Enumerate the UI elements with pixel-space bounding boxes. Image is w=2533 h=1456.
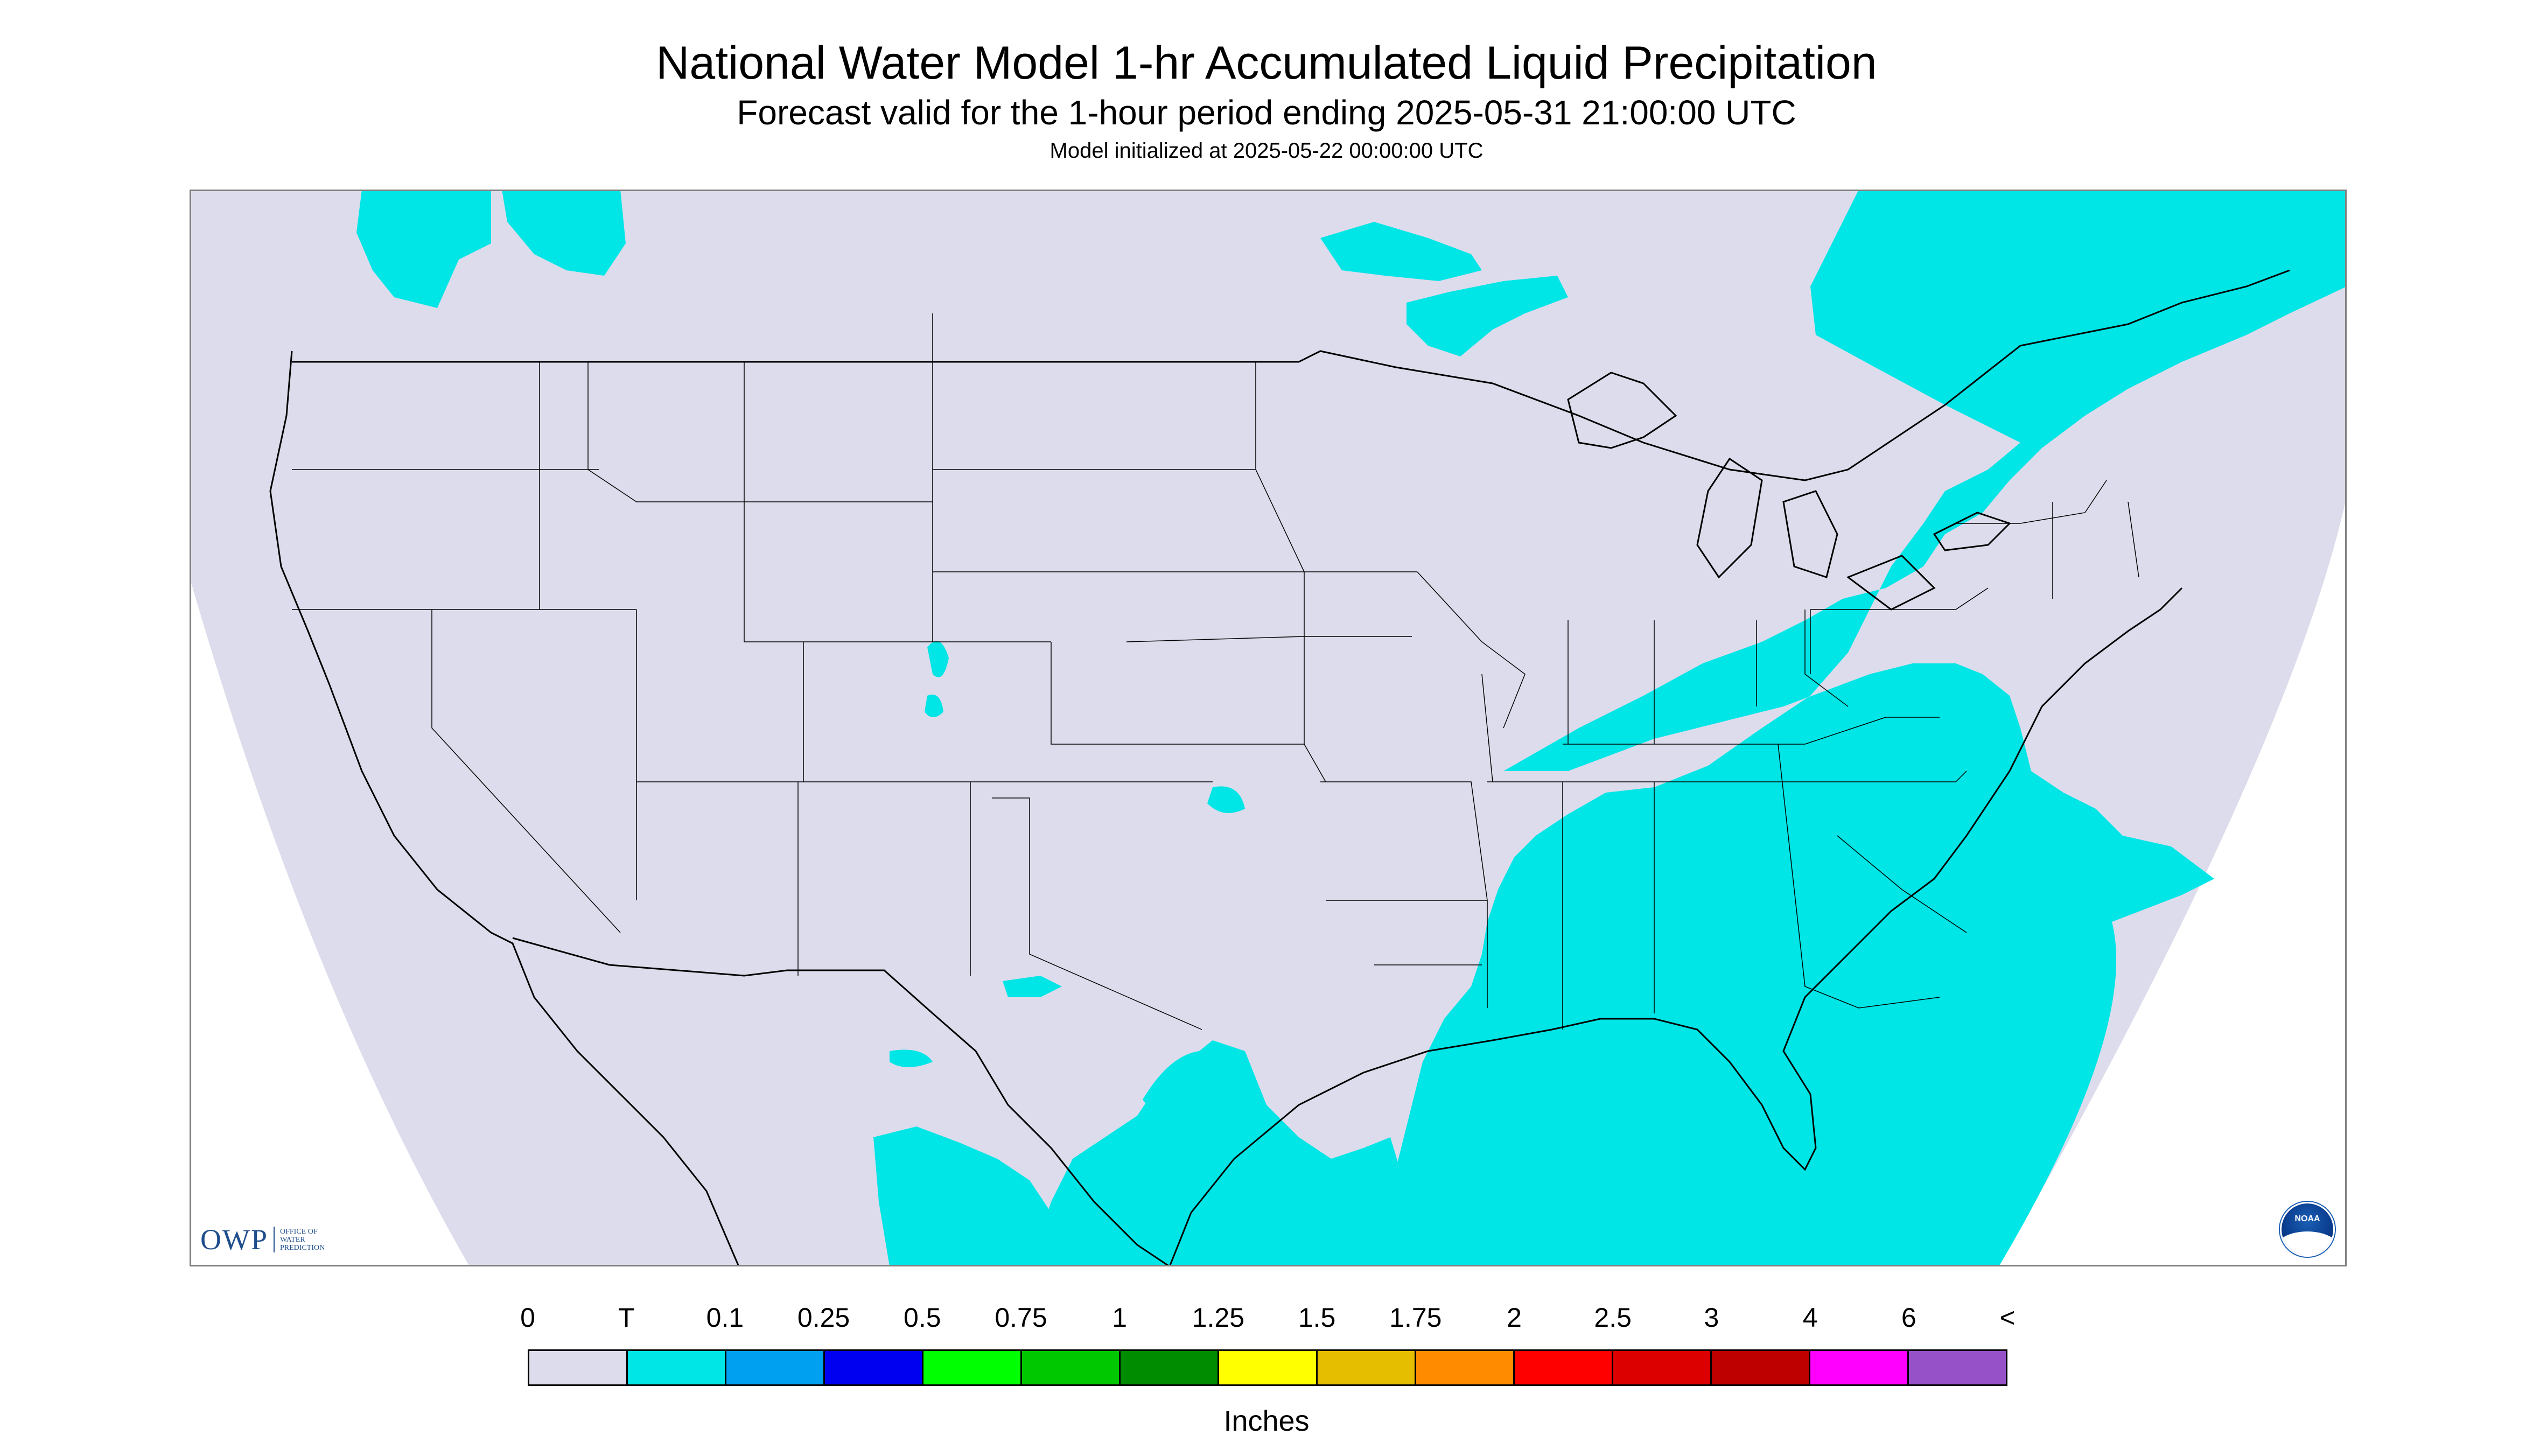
colorbar-tick-label: 0.5 <box>904 1303 941 1333</box>
colorbar-tick-label: 1.5 <box>1298 1303 1336 1333</box>
colorbar-tick-label: 2 <box>1507 1303 1522 1333</box>
colorbar-tick-label: 6 <box>1901 1303 1916 1333</box>
map-subtitle: Forecast valid for the 1-hour period end… <box>737 93 1796 132</box>
colorbar-swatch <box>1515 1351 1613 1384</box>
owp-logo-subtext: OFFICE OF WATER PREDICTION <box>280 1227 325 1252</box>
great-lakes-outline <box>1567 372 2011 611</box>
canada-us-border <box>292 269 2290 481</box>
noaa-logo-wave <box>2282 1231 2333 1255</box>
precip-colorado-1 <box>927 641 949 677</box>
colorbar-swatch <box>923 1351 1022 1384</box>
noaa-logo: NOAA <box>2280 1202 2335 1257</box>
colorbar-swatch <box>1121 1351 1219 1384</box>
borders <box>269 269 2290 1266</box>
us-mexico-border <box>512 937 1170 1266</box>
colorbar-tick-label: 0.25 <box>797 1303 850 1333</box>
precip-colorbar <box>528 1349 2007 1386</box>
precip-colorado-2 <box>925 695 943 717</box>
noaa-logo-text: NOAA <box>2294 1214 2320 1223</box>
precip-chihuahua <box>890 1049 933 1067</box>
colorbar-tick-label: 0.75 <box>995 1303 1047 1333</box>
owp-logo-text: OWP <box>200 1223 268 1256</box>
colorbar-swatch <box>1712 1351 1810 1384</box>
colorbar-swatch <box>1810 1351 1909 1384</box>
colorbar-swatch <box>1909 1351 2006 1384</box>
colorbar-swatch <box>1416 1351 1515 1384</box>
precip-canada-west <box>356 190 491 308</box>
west-coast <box>269 351 740 1266</box>
colorbar-tick-label: 1.75 <box>1389 1303 1442 1333</box>
colorbar-swatch <box>726 1351 825 1384</box>
colorbar-tick-label: 1 <box>1112 1303 1128 1333</box>
precip-canada-central-2 <box>1407 276 1568 356</box>
colorbar-tick-label: 3 <box>1704 1303 1719 1333</box>
colorbar-tick-label: 0 <box>520 1303 535 1333</box>
colorbar-tick-label: T <box>618 1303 635 1333</box>
precipitation-map: OWP OFFICE OF WATER PREDICTION NOAA <box>190 190 2347 1266</box>
owp-logo-divider <box>274 1227 275 1252</box>
colorbar-swatch <box>628 1351 726 1384</box>
precip-nm-1 <box>1003 976 1062 997</box>
model-init-text: Model initialized at 2025-05-22 00:00:00… <box>1049 139 1484 163</box>
state-borders <box>292 313 2139 1030</box>
gulf-coast <box>1168 587 2183 1266</box>
colorbar-tick-label: < <box>1999 1303 2016 1333</box>
colorbar-tick-label: 4 <box>1802 1303 1818 1333</box>
precip-east-main <box>1390 190 2347 1266</box>
colorbar-tick-label: 1.25 <box>1192 1303 1245 1333</box>
colorbar-tick-label: 0.1 <box>706 1303 744 1333</box>
precip-south-texas <box>1030 1040 1407 1266</box>
precip-central-texas <box>1143 1051 1232 1128</box>
precip-areas <box>356 190 2347 1266</box>
map-frame <box>190 190 2347 1266</box>
colorbar-swatch <box>825 1351 923 1384</box>
colorbar-swatch <box>1219 1351 1318 1384</box>
map-title: National Water Model 1-hr Accumulated Li… <box>656 37 1877 89</box>
precip-canada-central <box>1320 222 1482 281</box>
colorbar-swatch <box>1613 1351 1712 1384</box>
colorbar-tick-label: 2.5 <box>1594 1303 1632 1333</box>
colorbar-swatch <box>1022 1351 1121 1384</box>
precip-canada-west-2 <box>502 190 626 276</box>
colorbar-units: Inches <box>1223 1405 1310 1437</box>
colorbar-swatch <box>529 1351 628 1384</box>
precip-mexico <box>873 1126 1062 1266</box>
owp-logo: OWP OFFICE OF WATER PREDICTION <box>200 1223 327 1256</box>
precip-sw-kansas <box>1207 786 1245 813</box>
colorbar-swatch <box>1318 1351 1416 1384</box>
